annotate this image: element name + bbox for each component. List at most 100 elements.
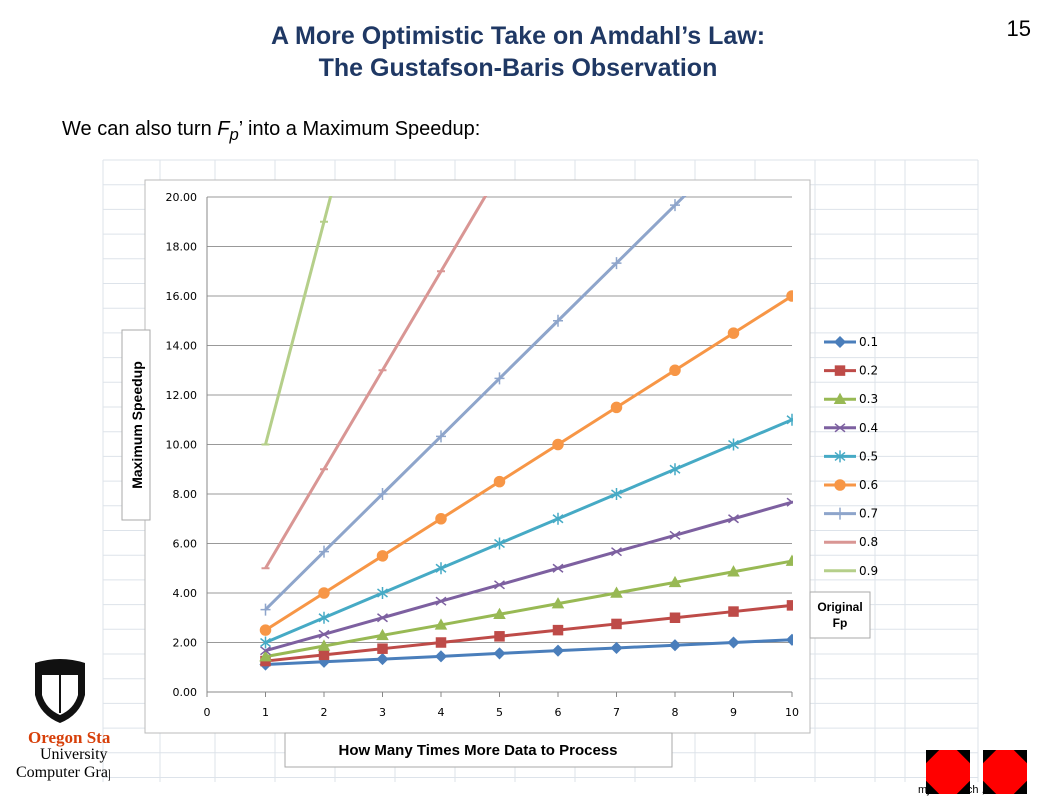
data-point — [435, 513, 447, 525]
data-point — [435, 562, 447, 575]
data-point — [260, 636, 271, 649]
legend-label: 0.9 — [859, 564, 878, 578]
data-point — [611, 547, 622, 557]
logo-line-2: University — [40, 746, 108, 763]
data-point — [376, 628, 389, 641]
data-point — [434, 650, 448, 663]
data-point — [376, 653, 389, 666]
legend-label: 0.6 — [859, 478, 878, 492]
x-axis-label: How Many Times More Data to Process — [339, 742, 618, 759]
y-tick-label: 10.00 — [166, 439, 198, 452]
data-point — [494, 580, 505, 590]
y-tick-label: 2.00 — [173, 637, 198, 650]
series-0.5 — [260, 413, 793, 649]
data-point — [787, 84, 797, 96]
series-line — [264, 418, 793, 644]
stop-icon — [926, 750, 970, 794]
x-tick-label: 8 — [672, 706, 679, 719]
series-line — [265, 603, 793, 663]
data-point — [552, 563, 564, 573]
chart-frame — [144, 179, 811, 734]
intro-suffix: ’ into a Maximum Speedup: — [238, 118, 481, 140]
data-point — [834, 450, 846, 463]
legend-item: 0.2 — [824, 364, 878, 378]
data-point — [610, 401, 623, 414]
ylabel-box — [121, 329, 151, 521]
osu-logo-icon — [35, 659, 85, 723]
data-point — [376, 550, 389, 562]
data-point — [668, 639, 682, 652]
series-line — [264, 196, 488, 570]
y-tick-label: 16.00 — [166, 290, 198, 303]
data-point — [552, 512, 564, 525]
series-line — [264, 196, 687, 611]
data-point — [727, 327, 740, 339]
data-point — [494, 372, 505, 385]
intro-prefix: We can also turn — [62, 118, 218, 140]
legend-label: 0.7 — [859, 507, 878, 521]
legend-item: 0.4 — [824, 421, 878, 435]
legend-item: 0.7 — [824, 507, 878, 521]
data-point — [552, 438, 564, 451]
data-point — [259, 624, 272, 636]
data-point — [610, 586, 623, 598]
x-tick-label: 9 — [730, 706, 737, 719]
x-tick-label: 3 — [379, 706, 386, 719]
data-point — [833, 392, 847, 404]
data-point — [611, 257, 622, 270]
data-point — [493, 475, 506, 488]
x-tick-label: 10 — [785, 706, 799, 719]
y-tick-label: 18.00 — [166, 241, 198, 254]
legend-item: 0.9 — [824, 564, 878, 578]
page-number: 15 — [1006, 16, 1031, 41]
legend-item: 0.1 — [824, 335, 878, 349]
data-point — [834, 423, 846, 433]
data-point — [318, 629, 330, 639]
data-point — [318, 587, 330, 599]
data-point — [727, 565, 740, 577]
data-point — [729, 142, 739, 154]
data-point — [377, 613, 388, 623]
y-tick-label: 12.00 — [166, 389, 198, 402]
legend-item: 0.8 — [824, 535, 878, 549]
legend-label: 0.5 — [859, 449, 878, 463]
series-0.4 — [260, 497, 793, 656]
data-point — [551, 644, 565, 657]
x-tick-label: 7 — [613, 706, 620, 719]
data-point — [319, 545, 329, 558]
data-point — [835, 507, 845, 520]
data-point — [669, 463, 681, 476]
series-0.6 — [259, 290, 793, 636]
data-point — [260, 603, 271, 616]
xlabel-box — [284, 732, 673, 768]
logo-line-1: Oregon State — [28, 728, 110, 747]
series-line — [265, 500, 793, 653]
data-point — [435, 637, 447, 648]
y-tick-label: 20.00 — [166, 191, 198, 204]
x-tick-label: 5 — [496, 706, 503, 719]
y-tick-label: 14.00 — [166, 340, 198, 353]
series-line — [265, 559, 793, 659]
data-point — [669, 612, 681, 623]
data-point — [434, 618, 448, 630]
legend-item: 0.5 — [824, 449, 878, 463]
data-point — [493, 647, 506, 660]
data-point — [377, 488, 388, 500]
data-point — [611, 488, 622, 500]
legend-item: 0.6 — [824, 478, 878, 492]
data-point — [493, 607, 506, 620]
series-0.7 — [260, 84, 797, 616]
y-tick-label: 4.00 — [173, 587, 198, 600]
data-point — [834, 479, 846, 491]
series-0.8 — [261, 196, 488, 570]
x-tick-label: 4 — [438, 706, 445, 719]
legend: 0.1 0.2 0.3 0.4 0.5 0.6 0.7 0.8 0.9 — [824, 335, 878, 578]
legend-label: 0.1 — [859, 335, 878, 349]
legend-title-box — [809, 591, 871, 639]
data-point — [786, 290, 793, 302]
legend-item: 0.3 — [824, 392, 878, 406]
legend-label: 0.3 — [859, 392, 878, 406]
data-point — [833, 335, 847, 349]
data-point — [728, 514, 739, 524]
